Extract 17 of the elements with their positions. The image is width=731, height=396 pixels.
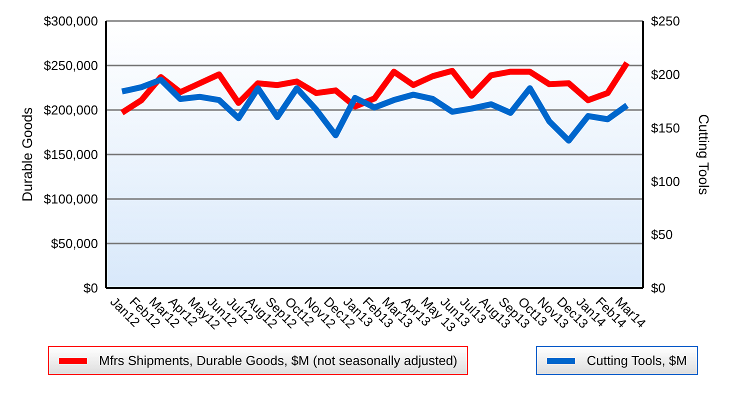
y2-tick-label: $0 (651, 280, 666, 296)
y-tick-label: $200,000 (44, 102, 98, 118)
y2-tick-label: $100 (651, 174, 680, 189)
y2-tick-label: $50 (651, 227, 673, 242)
y2-tick-label: $150 (651, 120, 680, 136)
y-tick-label: $100,000 (44, 192, 98, 207)
y-tick-label: $300,000 (44, 14, 98, 29)
y-axis-title: Durable Goods (18, 107, 35, 202)
y-tick-label: $250,000 (44, 58, 98, 74)
legend-label: Mfrs Shipments, Durable Goods, $M (not seasonally adjusted) (99, 353, 458, 368)
legend-label: Cutting Tools, $M (586, 353, 687, 368)
y-tick-label: $0 (84, 280, 98, 296)
y2-tick-label: $250 (651, 14, 680, 29)
y2-axis-title: Cutting Tools (696, 114, 712, 195)
y2-tick-label: $200 (651, 67, 680, 82)
y-tick-label: $50,000 (51, 236, 98, 252)
y-tick-label: $150,000 (44, 147, 98, 162)
